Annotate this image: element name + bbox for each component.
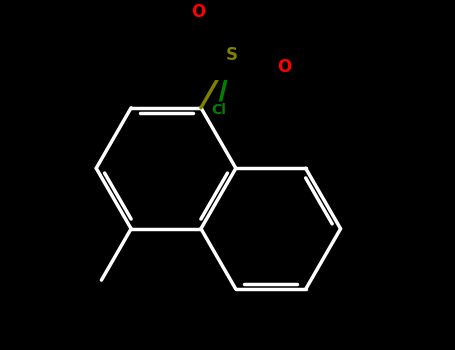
Text: O: O <box>277 58 291 76</box>
Text: Cl: Cl <box>211 103 226 117</box>
Text: S: S <box>226 46 238 64</box>
Text: O: O <box>192 4 206 21</box>
